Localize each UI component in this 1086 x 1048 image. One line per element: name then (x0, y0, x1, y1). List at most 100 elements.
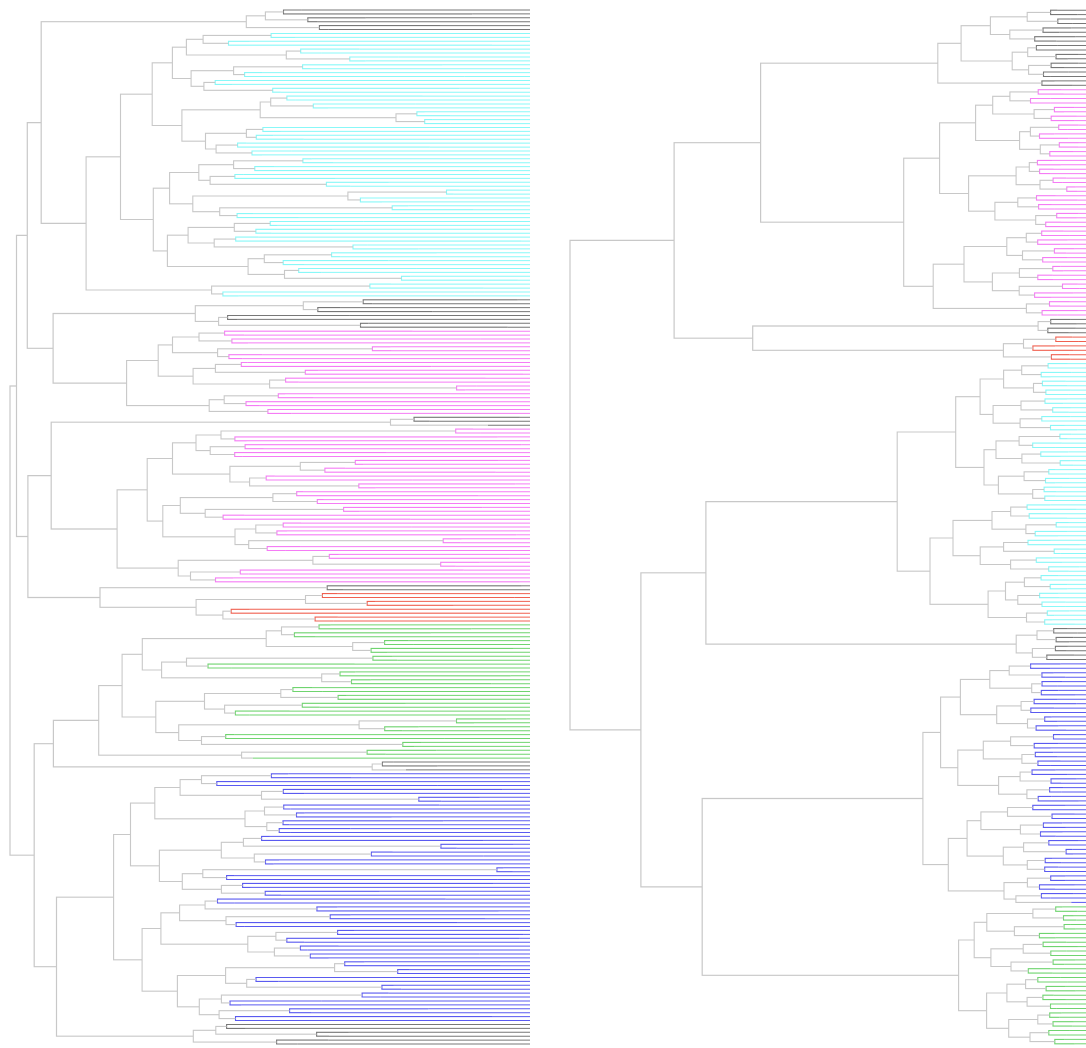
merge-link (234, 1016, 493, 1022)
cluster-magenta-b (116, 428, 530, 583)
merge-link (286, 937, 520, 943)
merge-link (1009, 91, 1039, 102)
merge-link (228, 354, 263, 360)
merge-link (1066, 186, 1077, 192)
merge-link (263, 254, 332, 264)
merge-link (371, 763, 406, 771)
merge-link (1042, 257, 1068, 263)
merge-link (1050, 318, 1077, 325)
merge-link (370, 647, 513, 653)
merge-link (1041, 230, 1070, 237)
merge-link (270, 97, 314, 107)
merge-link (1040, 451, 1069, 457)
merge-link (225, 916, 331, 926)
merge-link (372, 655, 398, 661)
merge-link (1040, 893, 1074, 899)
merge-link (1017, 594, 1042, 605)
merge-link (344, 961, 501, 967)
merge-link (1035, 195, 1078, 201)
merge-link (959, 678, 997, 716)
merge-link (1050, 778, 1077, 784)
merge-link (1023, 577, 1051, 588)
cluster-magenta-a (126, 330, 530, 414)
merge-link (254, 166, 479, 172)
merge-link (1048, 840, 1078, 846)
merge-link (216, 781, 438, 787)
merge-link (1059, 460, 1074, 466)
merge-link (1054, 1038, 1075, 1045)
merge-link (1031, 683, 1042, 694)
merge-link (456, 385, 477, 391)
merge-link (1059, 433, 1072, 440)
cluster-merge-link (701, 797, 959, 976)
merge-link (171, 442, 230, 475)
merge-link (269, 379, 457, 389)
merge-link (277, 393, 314, 399)
merge-link (121, 653, 156, 718)
merge-link (234, 710, 290, 716)
merge-link (440, 843, 514, 849)
merge-link (998, 776, 1027, 795)
cluster-merge-link (26, 122, 54, 349)
merge-link (349, 56, 399, 62)
merge-link (266, 546, 301, 552)
merge-link (445, 189, 459, 195)
merge-link (384, 640, 414, 646)
merge-link (300, 48, 360, 54)
merge-link (242, 882, 494, 888)
merge-link (1048, 566, 1080, 572)
merge-link (314, 616, 338, 622)
merge-link (299, 945, 339, 951)
merge-link (1052, 734, 1071, 740)
merge-link (1053, 628, 1078, 634)
merge-link (1032, 382, 1046, 393)
merge-link (1022, 943, 1051, 954)
merge-link (237, 142, 430, 148)
merge-link (198, 332, 232, 342)
cluster-merge-link (760, 62, 938, 223)
merge-link (318, 25, 441, 31)
merge-link (1025, 232, 1042, 243)
merge-link (1047, 327, 1076, 334)
merge-link (1032, 345, 1074, 351)
merge-link (247, 258, 285, 275)
merge-link (402, 741, 422, 747)
merge-link (352, 642, 385, 651)
merge-link (203, 692, 281, 710)
merge-link (321, 673, 352, 683)
merge-link (413, 416, 520, 422)
merge-link (169, 171, 199, 205)
merge-link (369, 283, 484, 289)
merge-link (1052, 265, 1064, 272)
merge-link (1018, 285, 1063, 296)
merge-link (1044, 716, 1058, 722)
merge-link (245, 128, 263, 138)
merge-link (255, 524, 284, 534)
merge-link (239, 569, 464, 575)
merge-link (1041, 310, 1078, 316)
merge-link (1029, 1032, 1055, 1043)
merge-link (317, 307, 433, 313)
merge-link (1017, 197, 1039, 208)
merge-link (1028, 513, 1067, 519)
merge-link (235, 236, 522, 242)
merge-link (276, 1039, 329, 1045)
merge-link (958, 939, 987, 1012)
cluster-merge-link (640, 572, 706, 888)
merge-link (240, 361, 432, 367)
merge-link (304, 594, 368, 604)
merge-link (326, 585, 522, 591)
merge-link (176, 974, 226, 1008)
merge-link (187, 226, 235, 244)
merge-link (966, 820, 1004, 857)
merge-link (245, 401, 461, 407)
merge-link (264, 859, 279, 865)
cluster-merge-link (52, 719, 373, 768)
merge-link (1041, 416, 1071, 422)
merge-link (222, 291, 475, 297)
merge-link (1027, 539, 1080, 546)
merge-link (1035, 557, 1062, 563)
merge-link (1063, 923, 1076, 930)
merge-link (119, 93, 154, 221)
